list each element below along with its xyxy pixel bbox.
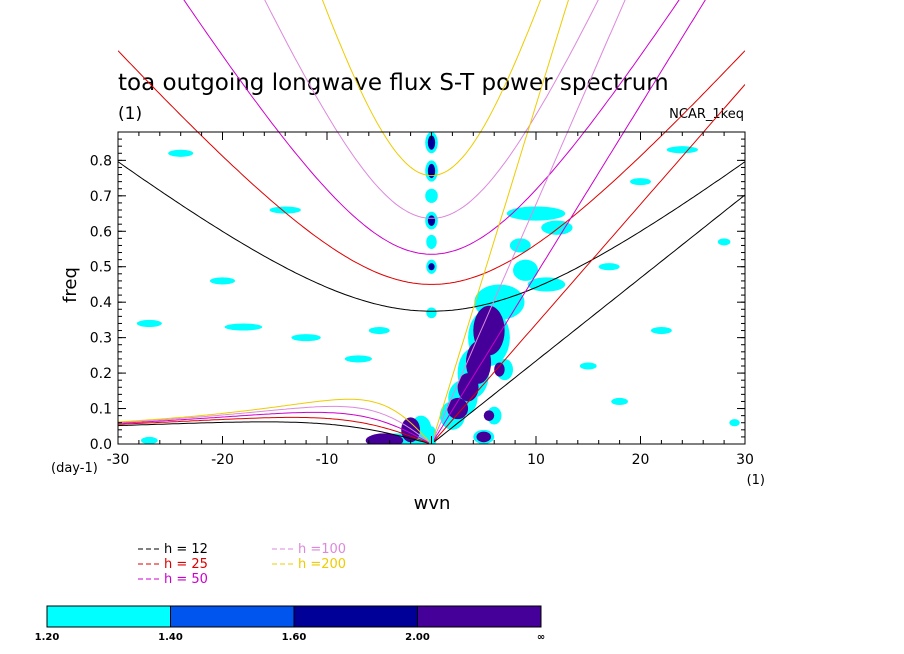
colorbar-segment-0 bbox=[46, 605, 171, 628]
chart-subtitle-right: NCAR_1keq bbox=[669, 107, 744, 122]
dispersion-er1-h25 bbox=[118, 416, 430, 444]
legend-label-h100: h =100 bbox=[298, 542, 346, 557]
power-region-20 bbox=[426, 234, 437, 249]
x-axis: -30 -20 -10 0 10 20 30 bbox=[107, 132, 754, 468]
power-region-51 bbox=[476, 431, 492, 443]
power-region-27 bbox=[136, 319, 162, 328]
x-unit-label: (1) bbox=[747, 473, 765, 488]
x-tick-label: -20 bbox=[211, 452, 234, 468]
power-region-52 bbox=[483, 410, 495, 421]
x-tick-label: -10 bbox=[316, 452, 339, 468]
dispersion-kelvin-h25 bbox=[433, 84, 745, 442]
dispersion-ig1-h100 bbox=[264, 0, 599, 219]
colorbar-segment-1 bbox=[170, 605, 295, 628]
dispersion-kelvin-h12 bbox=[433, 194, 745, 443]
y-tick-label: 0.5 bbox=[90, 260, 112, 276]
x-tick-label: 20 bbox=[632, 452, 650, 468]
power-region-43 bbox=[428, 263, 435, 271]
colorbar-segment-2 bbox=[293, 605, 418, 628]
dispersion-er1-h50 bbox=[118, 411, 430, 444]
x-tick-label: 10 bbox=[527, 452, 545, 468]
dispersion-kelvin-h100 bbox=[433, 0, 626, 439]
power-region-40 bbox=[427, 135, 436, 150]
power-region-18 bbox=[425, 188, 438, 203]
dispersion-ig1-h50 bbox=[183, 0, 680, 255]
y-tick-label: 0.4 bbox=[90, 295, 112, 311]
legend-label-h50: h = 50 bbox=[164, 572, 208, 587]
dispersion-curves bbox=[118, 0, 745, 444]
dispersion-ig1-h200 bbox=[321, 0, 542, 177]
power-region-12 bbox=[509, 238, 531, 253]
chart-title: toa outgoing longwave flux S-T power spe… bbox=[118, 70, 669, 96]
power-region-25 bbox=[291, 334, 321, 342]
colorbar-level-label: 1.20 bbox=[35, 632, 60, 643]
dispersion-er1-h200 bbox=[118, 398, 430, 442]
power-region-38 bbox=[611, 397, 628, 406]
power-region-26 bbox=[224, 323, 263, 331]
legend-label-h12: h = 12 bbox=[164, 542, 208, 557]
dispersion-ig1-h25 bbox=[118, 50, 745, 285]
colorbar-level-label: ∞ bbox=[537, 632, 545, 643]
power-region-30 bbox=[368, 327, 390, 335]
colorbar-level-label: 2.00 bbox=[405, 632, 430, 643]
x-tick-label: -30 bbox=[107, 452, 130, 468]
y-tick-label: 0.0 bbox=[90, 437, 112, 453]
legend-label-h200: h =200 bbox=[298, 557, 346, 572]
colorbar-level-label: 1.40 bbox=[158, 632, 183, 643]
colorbar: 1.20 1.40 1.60 2.00 ∞ bbox=[35, 605, 545, 643]
power-region-23 bbox=[168, 149, 194, 157]
power-region-29 bbox=[344, 355, 372, 363]
power-region-41 bbox=[427, 163, 436, 179]
power-region-45 bbox=[401, 417, 421, 443]
power-region-10 bbox=[506, 206, 566, 221]
power-region-8 bbox=[513, 259, 539, 281]
dispersion-kelvin-h50 bbox=[433, 0, 706, 441]
colorbar-level-label: 1.60 bbox=[282, 632, 307, 643]
power-region-35 bbox=[598, 263, 620, 271]
power-region-11 bbox=[541, 220, 573, 235]
spectral-power-regions bbox=[136, 132, 740, 444]
y-tick-label: 0.8 bbox=[90, 153, 112, 169]
power-region-44 bbox=[365, 433, 404, 444]
y-tick-label: 0.1 bbox=[90, 402, 112, 418]
power-region-24 bbox=[269, 206, 301, 214]
power-region-37 bbox=[579, 362, 597, 370]
y-tick-label: 0.3 bbox=[90, 331, 112, 347]
x-tick-label: 30 bbox=[736, 452, 754, 468]
y-unit-label: (day-1) bbox=[51, 461, 98, 476]
power-region-49 bbox=[473, 305, 505, 356]
power-region-28 bbox=[209, 277, 236, 285]
y-tick-label: 0.2 bbox=[90, 366, 112, 382]
x-tick-label: 0 bbox=[427, 452, 436, 468]
power-region-32 bbox=[666, 146, 698, 154]
y-axis-label: freq bbox=[60, 267, 81, 303]
power-region-39 bbox=[729, 419, 740, 427]
power-region-33 bbox=[630, 178, 651, 186]
dispersion-ig1-h12 bbox=[118, 161, 745, 312]
chart-subtitle-left: (1) bbox=[118, 104, 142, 124]
dispersion-kelvin-h200 bbox=[433, 0, 569, 436]
power-region-46 bbox=[447, 397, 469, 420]
power-region-22 bbox=[426, 307, 437, 319]
y-tick-label: 0.6 bbox=[90, 224, 112, 240]
power-region-42 bbox=[427, 215, 436, 226]
dispersion-er1-h12 bbox=[118, 421, 430, 444]
power-region-9 bbox=[527, 277, 566, 292]
power-region-34 bbox=[717, 238, 731, 246]
y-tick-label: 0.7 bbox=[90, 189, 112, 205]
y-axis: 0.0 0.1 0.2 0.3 0.4 0.5 0.6 0.7 0.8 bbox=[90, 138, 745, 453]
power-region-36 bbox=[650, 327, 672, 335]
x-axis-label: wvn bbox=[414, 493, 451, 514]
power-region-50 bbox=[494, 362, 505, 377]
power-region-31 bbox=[140, 436, 158, 444]
legend-label-h25: h = 25 bbox=[164, 557, 208, 572]
dispersion-er1-h100 bbox=[118, 405, 430, 443]
colorbar-segment-3 bbox=[417, 605, 542, 628]
